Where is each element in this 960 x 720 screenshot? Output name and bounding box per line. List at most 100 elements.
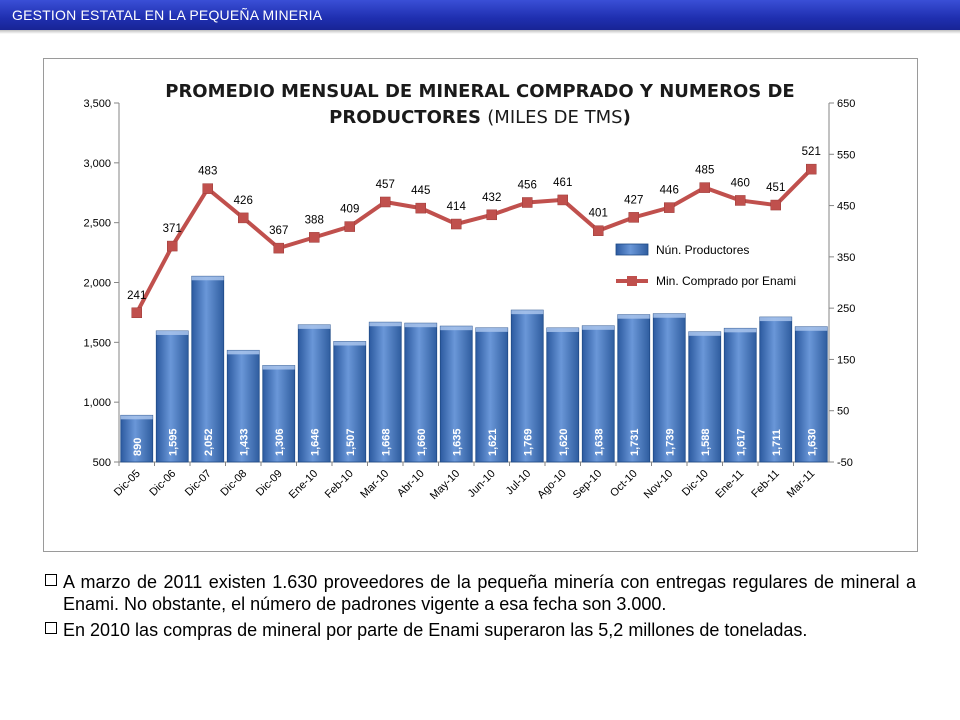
bar-top-bevel [120,415,153,420]
bar-data-label: 1,635 [451,428,463,456]
bar-data-label: 1,731 [629,428,641,456]
line-marker [628,212,639,223]
bar-data-label: 1,433 [238,428,250,456]
bar-data-label: 1,588 [700,428,712,456]
x-tick-label: May-10 [428,468,462,502]
bar-top-bevel [333,341,366,346]
y-left-tick-label: 2,000 [83,278,111,290]
bar [368,321,402,463]
bar [297,324,331,463]
bar-data-label: 1,668 [380,428,392,456]
bar-data-label: 1,660 [416,428,428,456]
bar [475,327,509,463]
bar [759,316,793,463]
legend-line-label: Min. Comprado por Enami [656,274,796,288]
x-tick-label: Ene-10 [287,468,321,502]
bar-data-label: 1,769 [522,428,534,456]
legend-bar-swatch [615,243,649,256]
bar-top-bevel [298,324,331,329]
checkbox-bullet-icon [45,622,57,634]
x-tick-label: Dic-05 [112,468,143,499]
line-data-label: 446 [660,185,679,197]
x-tick-label: Nov-10 [642,468,676,502]
line-marker [131,307,142,319]
line-marker [380,196,391,208]
bar-data-label: 1,306 [274,428,286,456]
bar [333,341,367,463]
y-right-tick-label: 650 [837,98,855,110]
line-data-label: 460 [731,177,750,189]
y-right-tick-label: 50 [837,406,849,418]
bar [617,314,651,463]
bar [510,309,544,463]
line-marker [664,202,675,213]
bar-data-label: 1,630 [806,428,818,456]
bar-top-bevel [546,327,579,332]
x-tick-label: Oct-10 [608,468,640,500]
bar [546,327,580,463]
y-left-tick-label: 3,500 [83,98,111,110]
note-item: A marzo de 2011 existen 1.630 proveedore… [45,571,916,615]
bar-top-bevel [440,326,473,331]
line-marker [202,183,213,194]
bar-data-label: 1,739 [664,428,676,456]
bar [262,365,296,463]
x-tick-label: Feb-11 [749,468,782,501]
line-data-label: 456 [518,179,537,191]
line-marker [557,194,568,206]
y-right-tick-label: 550 [837,149,855,161]
x-tick-label: Dic-10 [680,468,711,499]
x-tick-label: Ene-11 [713,468,746,501]
y-right-tick-label: -50 [837,457,853,469]
x-tick-label: Feb-10 [323,468,356,501]
line-data-label: 461 [553,177,572,189]
line-marker [238,212,249,224]
x-tick-label: Mar-10 [358,468,391,501]
line-data-label: 483 [198,166,217,178]
bar [652,313,686,463]
bar-data-label: 1,711 [771,429,783,456]
line-data-label: 427 [624,194,643,206]
line-data-label: 485 [695,165,714,177]
bar-data-label: 890 [132,438,144,456]
bar-data-label: 1,507 [345,428,357,456]
note-text: A marzo de 2011 existen 1.630 proveedore… [63,572,916,614]
x-tick-label: Ago-10 [535,468,569,502]
y-right-tick-label: 150 [837,354,855,366]
chart-title-line1: PROMEDIO MENSUAL DE MINERAL COMPRADO Y N… [165,81,794,102]
y-right-tick-label: 350 [837,252,855,264]
bar-top-bevel [724,328,757,333]
chart-frame: PROMEDIO MENSUAL DE MINERAL COMPRADO Y N… [43,58,918,552]
bar-data-label: 2,052 [203,428,215,456]
bar-data-label: 1,595 [167,428,179,456]
bar-data-label: 1,621 [487,428,499,456]
bar [581,325,615,463]
bar [723,327,757,463]
line-data-label: 457 [376,179,395,191]
header-bar: GESTION ESTATAL EN LA PEQUEÑA MINERIA [0,0,960,34]
line-data-label: 451 [766,182,785,194]
y-left-tick-label: 2,500 [83,218,111,230]
line-marker [593,225,604,236]
notes: A marzo de 2011 existen 1.630 proveedore… [45,571,916,645]
note-text: En 2010 las compras de mineral por parte… [63,620,808,640]
bar-data-label: 1,646 [309,428,321,456]
bar [226,349,260,463]
x-tick-label: Jun-10 [466,468,498,500]
x-tick-label: Mar-11 [785,468,818,501]
line-data-label: 426 [234,195,253,207]
line-marker [344,221,355,232]
line-data-label: 367 [269,225,288,237]
line-marker [451,218,462,230]
header-title: GESTION ESTATAL EN LA PEQUEÑA MINERIA [12,7,323,23]
bar-top-bevel [191,276,224,281]
line-marker [309,232,320,243]
y-left-tick-label: 3,000 [83,158,111,170]
line-marker [415,202,426,214]
line-data-label: 371 [163,223,182,235]
line-marker [699,182,710,193]
line-marker [486,209,497,221]
bar [439,325,473,463]
chart-title-line2: PRODUCTORES (MILES DE TMS) [329,107,631,128]
bar-top-bevel [759,317,792,322]
